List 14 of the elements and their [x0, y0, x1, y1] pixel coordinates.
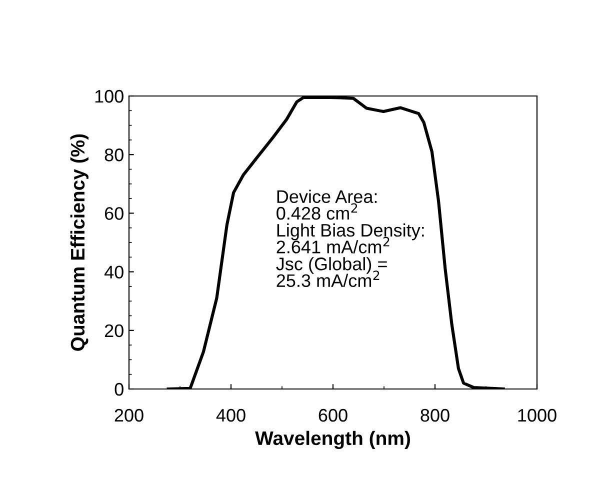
x-axis-title: Wavelength (nm) — [255, 430, 410, 450]
y-tick-label: 0 — [114, 382, 124, 396]
y-axis-title: Quantum Efficiency (%) — [70, 134, 88, 351]
x-tick-label: 800 — [420, 408, 450, 422]
y-tick-label: 100 — [95, 90, 124, 103]
x-tick-label: 1000 — [518, 408, 556, 422]
y-tick-label: 60 — [104, 207, 124, 220]
y-tick-label: 40 — [104, 266, 124, 279]
x-tick-label: 400 — [216, 408, 246, 422]
y-tick-label: 80 — [104, 148, 124, 162]
text: Device Area: 0.428 cm$^{2}$ Light Bias Density: 2.641 mA/cm$^{2}$ Jsc (Global) = 25.3 mA/cm$^{2}$ — [276, 190, 424, 288]
y-tick-label: 20 — [104, 324, 124, 338]
x-tick-label: 600 — [318, 408, 348, 422]
x-tick-label: 200 — [114, 408, 144, 422]
